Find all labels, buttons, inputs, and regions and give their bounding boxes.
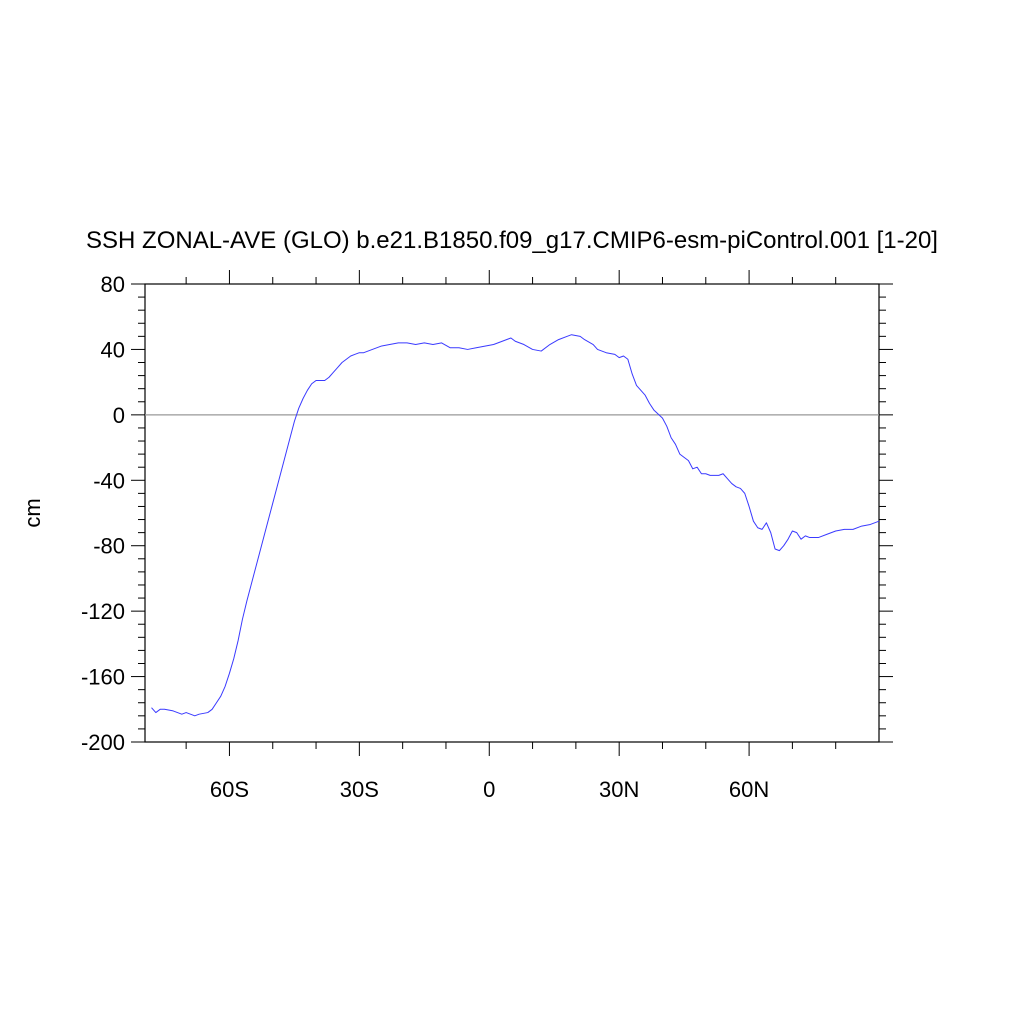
x-tick-label: 60N: [729, 777, 769, 802]
y-tick-label: 80: [101, 272, 125, 297]
y-tick-label: -120: [81, 599, 125, 624]
x-tick-label: 0: [483, 777, 495, 802]
minor-ticks: [138, 277, 886, 749]
series-line: [151, 334, 880, 717]
x-tick-label: 60S: [210, 777, 249, 802]
y-tick-label: -200: [81, 730, 125, 755]
y-tick-label: 0: [113, 403, 125, 428]
x-tick-label: 30N: [599, 777, 639, 802]
y-tick-label: -80: [93, 534, 125, 559]
y-axis-label: cm: [20, 498, 45, 527]
major-ticks: [131, 270, 893, 756]
y-tick-label: -40: [93, 468, 125, 493]
plot-frame: [144, 283, 880, 743]
x-tick-label: 30S: [340, 777, 379, 802]
chart-title: SSH ZONAL-AVE (GLO) b.e21.B1850.f09_g17.…: [86, 227, 938, 254]
y-tick-labels: 80 40 0 -40 -80 -120 -160 -200: [81, 272, 125, 755]
y-tick-label: 40: [101, 337, 125, 362]
series-group: [151, 334, 880, 717]
y-tick-label: -160: [81, 665, 125, 690]
x-tick-labels: 60S 30S 0 30N 60N: [210, 777, 769, 802]
